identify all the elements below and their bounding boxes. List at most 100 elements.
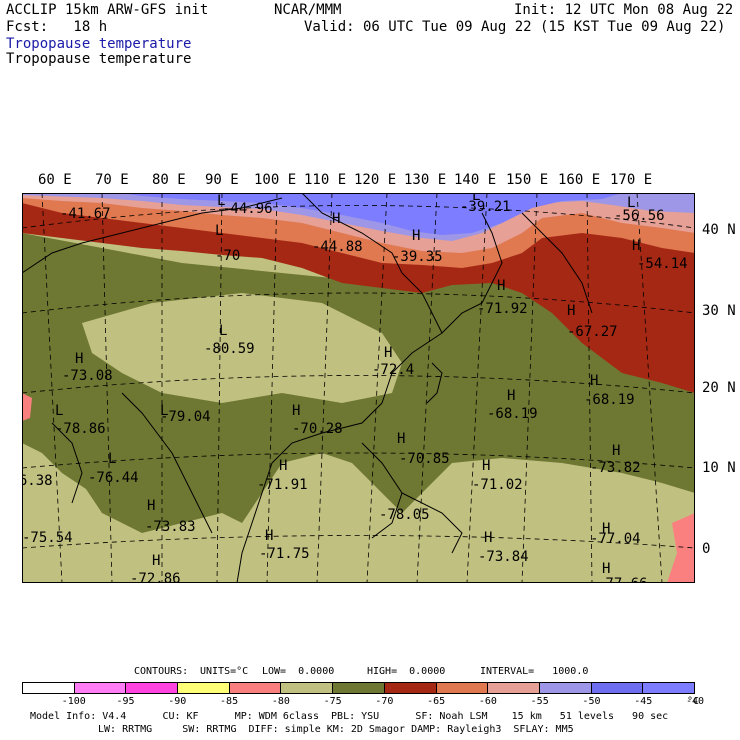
legend-swatch (591, 683, 644, 693)
extremum-value: -73.83 (145, 519, 196, 535)
extremum-value: -70.28 (292, 421, 343, 437)
longitude-label: 160 E (558, 172, 601, 188)
contours-label: CONTOURS: (134, 666, 189, 677)
high-marker: H (152, 553, 160, 569)
extremum-value: -77.04 (590, 531, 641, 547)
high-marker: H (484, 530, 492, 546)
field-patch-minus85-b (22, 393, 32, 421)
longitude-label: 140 E (454, 172, 497, 188)
extremum-value: -39.35 (392, 249, 443, 265)
extremum-value: -75.54 (22, 530, 73, 546)
longitude-label: 100 E (254, 172, 297, 188)
tropopause-temperature-map: L-41.67L-44.96L-70H-44.88H-39.35L-39.21L… (22, 193, 695, 583)
field-band-minus75-b (22, 383, 132, 493)
legend-swatch (74, 683, 127, 693)
high-marker: H (397, 431, 405, 447)
extrema-annotations: L-41.67L-44.96L-70H-44.88H-39.35L-39.21L… (22, 193, 688, 583)
extremum-value: -67.27 (567, 324, 618, 340)
high-marker: H (612, 443, 620, 459)
longitude-label: 110 E (304, 172, 347, 188)
extremum-value: -71.02 (472, 477, 523, 493)
init-time: Init: 12 UTC Mon 08 Aug 22 (514, 2, 734, 18)
legend-tick-label: -85 (220, 696, 239, 707)
legend-tick-label: -95 (116, 696, 135, 707)
low-marker: L (160, 403, 168, 419)
high-marker: H (602, 561, 610, 577)
low-marker: L (472, 193, 480, 204)
legend-swatch (126, 683, 179, 693)
high-marker: H (482, 458, 490, 474)
low-marker: L (217, 193, 225, 209)
legend-swatch (643, 683, 694, 693)
high-value: HIGH= 0.0000 (367, 666, 446, 677)
color-legend-ticks: -100 -95 -90 -85 -80 -75 -70 -65 -60 -55 -50 -45 -40… (22, 696, 704, 708)
field-title-blue: Tropopause temperature (6, 36, 192, 52)
longitude-label: 150 E (506, 172, 549, 188)
extremum-value: -80.59 (204, 341, 255, 357)
forecast-hour: Fcst: 18 h (6, 19, 108, 35)
extremum-value: -72.86 (130, 571, 181, 583)
legend-tick-label: -80 (271, 696, 290, 707)
interval-value: INTERVAL= 1000.0 (480, 666, 589, 677)
legend-swatch (333, 683, 385, 693)
latitude-label: 10 N (702, 460, 736, 476)
legend-swatch (488, 683, 540, 693)
extremum-value: -79.04 (160, 409, 211, 425)
longitude-label: 70 E (95, 172, 129, 188)
legend-swatch (384, 683, 437, 693)
extremum-value: -71.92 (477, 301, 528, 317)
legend-swatch (281, 683, 334, 693)
extremum-value: -56.56 (614, 208, 665, 224)
low-marker: L (108, 451, 116, 467)
high-marker: H (265, 528, 273, 544)
field-patch-minus85 (667, 513, 695, 583)
low-value: LOW= 0.0000 (262, 666, 335, 677)
latitude-label: 20 N (702, 380, 736, 396)
high-marker: H (632, 238, 640, 254)
extremum-value: -41.67 (60, 206, 111, 222)
longitude-label: 90 E (205, 172, 239, 188)
low-marker: L (219, 323, 227, 339)
extremum-value: -54.14 (637, 256, 688, 272)
extremum-value: -70 (215, 248, 240, 264)
field-band-minus50 (122, 193, 622, 235)
high-marker: H (279, 458, 287, 474)
high-marker: H (75, 351, 83, 367)
longitude-label: 60 E (38, 172, 72, 188)
legend-tick-label: -65 (427, 696, 446, 707)
legend-tick-label: -45 (634, 696, 653, 707)
latitude-label: 30 N (702, 303, 736, 319)
extremum-value: -71.91 (257, 477, 308, 493)
extremum-value: -78.05 (379, 507, 430, 523)
latitude-label: 40 N (702, 222, 736, 238)
units-label: UNITS=°C (200, 666, 249, 677)
low-marker: L (215, 223, 223, 239)
high-marker: H (384, 345, 392, 361)
legend-swatch (178, 683, 230, 693)
high-marker: H (567, 303, 575, 319)
legend-tick-label: °C (686, 696, 700, 707)
high-marker: H (147, 498, 155, 514)
legend-tick-label: -75 (323, 696, 342, 707)
legend-tick-label: -70 (375, 696, 394, 707)
field-title: Tropopause temperature (6, 51, 192, 67)
valid-time: Valid: 06 UTC Tue 09 Aug 22 (15 KST Tue … (304, 19, 726, 35)
high-marker: H (292, 403, 300, 419)
map-frame (22, 193, 695, 583)
legend-tick-label: -55 (530, 696, 549, 707)
extremum-value: -70.85 (399, 451, 450, 467)
legend-tick-label: -100 (61, 696, 86, 707)
extremum-value: -72.4 (372, 362, 414, 378)
model-info-line1: Model Info: V4.4 CU: KF MP: WDM 6class P… (30, 711, 669, 722)
coastlines (22, 193, 593, 583)
longitude-label: 80 E (152, 172, 186, 188)
high-marker: H (497, 278, 505, 294)
extremum-value: -76.38 (22, 473, 53, 489)
longitude-label: 170 E (610, 172, 653, 188)
extremum-value: -68.19 (584, 392, 635, 408)
color-legend (22, 682, 695, 694)
legend-swatch (23, 683, 75, 693)
high-marker: H (332, 211, 340, 227)
legend-tick-label: -60 (478, 696, 497, 707)
extremum-value: -71.75 (259, 546, 310, 562)
